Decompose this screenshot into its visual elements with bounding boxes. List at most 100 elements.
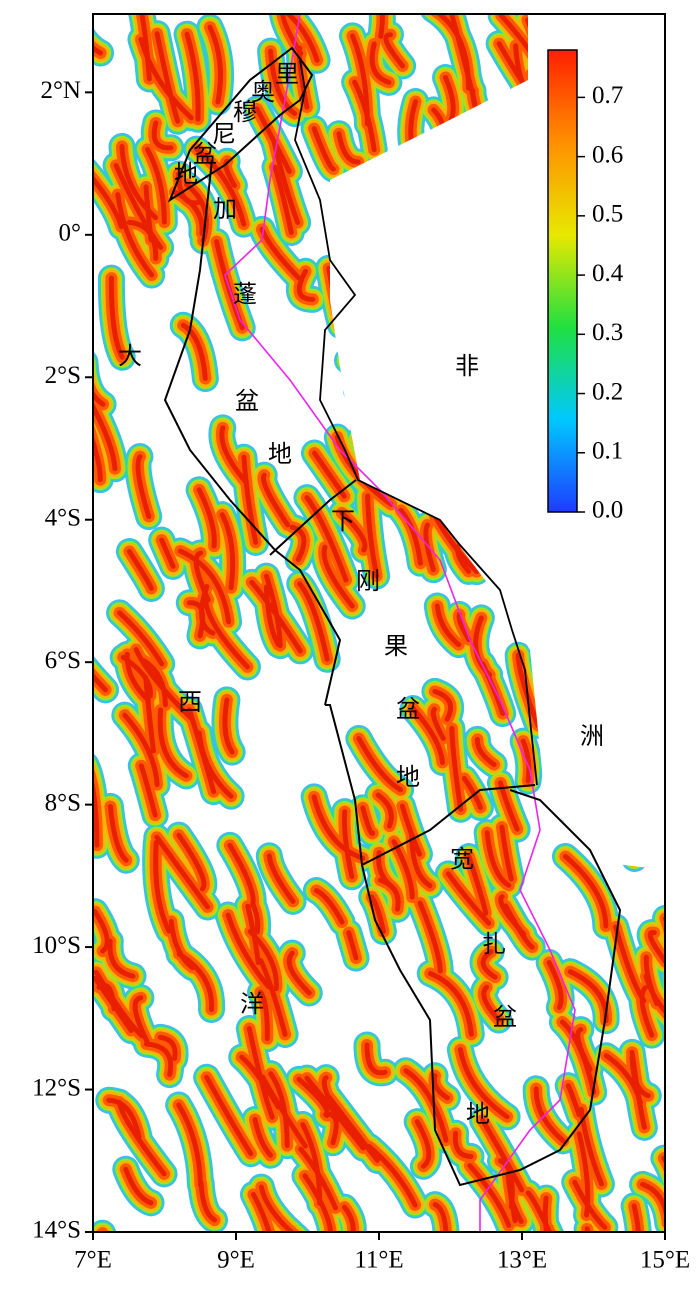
field-stroke [271,140,301,225]
field-stroke [658,23,665,73]
field-stroke [647,930,665,965]
field-stroke [656,22,665,76]
field-stroke [656,832,665,863]
field-stroke [297,581,330,662]
field-stroke [138,36,194,121]
map-label: 洲 [580,722,604,750]
field-stroke [198,1180,218,1223]
field-stroke [336,131,361,165]
field-stroke [288,1228,294,1232]
field-stroke [581,1222,595,1232]
field-stroke [653,906,665,1004]
field-stroke [298,1146,338,1211]
field-stroke [93,975,134,1033]
field-stroke [360,805,376,836]
field-stroke [196,487,217,549]
field-stroke [184,31,201,122]
field-stroke [427,970,474,1037]
field-stroke [565,1083,582,1118]
colorbar-tick-label: 0.0 [592,497,623,524]
field-stroke [364,1042,388,1076]
field-stroke [284,1225,298,1232]
field-stroke [578,1220,598,1232]
field-stroke [263,584,281,648]
field-stroke [497,780,520,832]
field-stroke [656,909,665,997]
field-stroke [311,126,336,172]
field-stroke [576,1131,591,1218]
field-stroke [194,146,247,227]
field-stroke [93,433,103,483]
field-stroke [575,1216,601,1232]
field-stroke [655,758,665,784]
field-stroke [654,756,665,786]
field-stroke [280,14,304,57]
basin-outline [163,159,342,706]
field-stroke [430,706,446,741]
field-stroke [659,761,665,779]
field-stroke [573,1215,603,1232]
map-label: 地 [174,160,198,188]
field-stroke [296,1076,330,1119]
field-stroke [177,548,232,625]
field-stroke [654,569,665,628]
field-stroke [449,14,478,107]
field-stroke [204,1074,254,1157]
field-stroke [113,162,164,250]
field-stroke [141,658,168,708]
field-stroke [144,146,167,225]
field-stroke [409,833,433,889]
field-stroke [484,830,512,888]
field-stroke [119,143,159,221]
field-stroke [443,74,456,123]
field-stroke [321,544,355,609]
field-stroke [263,573,283,649]
field-stroke [661,836,665,852]
field-stroke [93,44,104,56]
field-stroke [120,654,153,699]
map-label: 穆 [233,98,257,126]
field-stroke [403,1068,449,1143]
field-stroke [417,900,443,974]
field-stroke [107,938,136,979]
field-stroke [272,164,294,235]
field-stroke [631,1203,641,1232]
field-stroke [432,688,454,722]
map-label: 盆 [493,1003,517,1031]
field-stroke [143,674,156,754]
field-stroke [655,114,665,140]
field-stroke [682,707,689,733]
map-label: 下 [331,507,355,535]
field-stroke [159,537,176,569]
field-stroke [533,1086,566,1144]
map-label: 扎 [482,930,506,958]
colorbar [547,49,578,513]
field-stroke [668,582,678,622]
field-stroke [168,918,196,971]
map-label: 果 [384,632,408,660]
field-stroke [268,1071,290,1149]
field-stroke [222,697,235,755]
y-tick-label: 2°N [40,77,81,104]
field-stroke [207,24,224,105]
field-stroke [562,853,609,929]
field-stroke [685,205,700,277]
field-stroke [341,809,355,880]
field-stroke [452,1130,474,1160]
field-stroke [383,32,406,69]
field-stroke [674,809,686,842]
map-label: 地 [268,440,292,468]
field-stroke [578,1106,604,1187]
map-label: 大 [118,342,142,370]
field-stroke [657,572,665,622]
field-stroke [656,570,665,625]
land-mask [330,14,665,870]
field-stroke [685,205,700,277]
map-label: 蓬 [233,280,257,308]
field-stroke [457,1047,510,1120]
field-stroke [377,877,401,912]
coastline [294,59,538,786]
field-stroke [180,322,208,382]
field-stroke [93,401,118,472]
field-stroke [658,834,665,858]
